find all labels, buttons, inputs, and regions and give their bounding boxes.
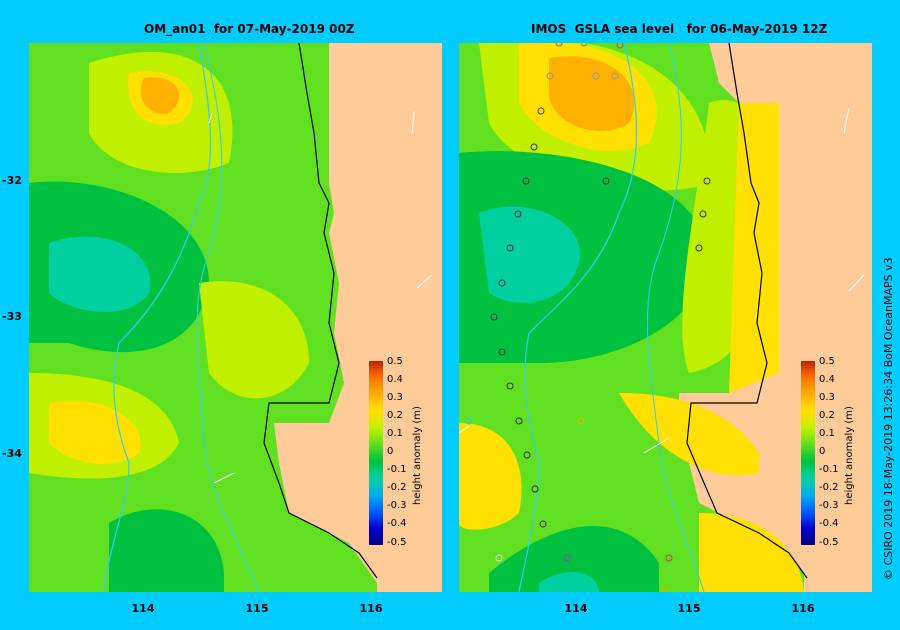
- left-colorbar: [369, 361, 383, 545]
- left-cbar-tick-5: 0: [387, 446, 394, 457]
- right-cbar-label: height anomaly (m): [844, 406, 855, 505]
- lat-tick-34: -34: [2, 447, 22, 460]
- left-cbar-tick-0: 0.5: [387, 356, 403, 367]
- right-cbar-tick-5: 0: [819, 446, 826, 457]
- right-lon-tick-114: 114: [564, 602, 588, 615]
- left-cbar-tick-9: -0.4: [387, 518, 407, 529]
- credit-text: © CSIRO 2019 18-May-2019 13:26:34 BoM Oc…: [882, 257, 895, 580]
- right-cbar-tick-3: 0.2: [819, 410, 835, 421]
- left-map: [29, 43, 442, 592]
- left-panel-title: OM_an01 for 07-May-2019 00Z: [144, 22, 355, 36]
- right-cbar-tick-6: -0.1: [819, 464, 839, 475]
- right-cbar-tick-1: 0.4: [819, 374, 835, 385]
- left-cbar-tick-6: -0.1: [387, 464, 407, 475]
- right-colorbar: [801, 361, 815, 545]
- right-cbar-tick-4: 0.1: [819, 428, 835, 439]
- right-cbar-tick-7: -0.2: [819, 482, 839, 493]
- lat-tick-32: -32: [2, 174, 22, 187]
- left-lon-tick-115: 115: [245, 602, 269, 615]
- right-map: [459, 43, 872, 592]
- left-cbar-tick-8: -0.3: [387, 500, 407, 511]
- right-panel-title: IMOS GSLA sea level for 06-May-2019 12Z: [531, 22, 828, 36]
- right-cbar-tick-10: -0.5: [819, 537, 839, 548]
- right-cbar-tick-2: 0.3: [819, 392, 835, 403]
- right-cbar-tick-8: -0.3: [819, 500, 839, 511]
- left-lon-tick-116: 116: [359, 602, 383, 615]
- left-cbar-tick-2: 0.3: [387, 392, 403, 403]
- left-cbar-tick-4: 0.1: [387, 428, 403, 439]
- right-lon-tick-116: 116: [791, 602, 815, 615]
- right-cbar-tick-9: -0.4: [819, 518, 839, 529]
- right-cbar-tick-0: 0.5: [819, 356, 835, 367]
- left-cbar-tick-3: 0.2: [387, 410, 403, 421]
- left-cbar-tick-10: -0.5: [387, 537, 407, 548]
- right-lon-tick-115: 115: [677, 602, 701, 615]
- left-cbar-tick-1: 0.4: [387, 374, 403, 385]
- left-lon-tick-114: 114: [131, 602, 155, 615]
- lat-tick-33: -33: [2, 310, 22, 323]
- left-cbar-label: height anomaly (m): [412, 406, 423, 505]
- left-cbar-tick-7: -0.2: [387, 482, 407, 493]
